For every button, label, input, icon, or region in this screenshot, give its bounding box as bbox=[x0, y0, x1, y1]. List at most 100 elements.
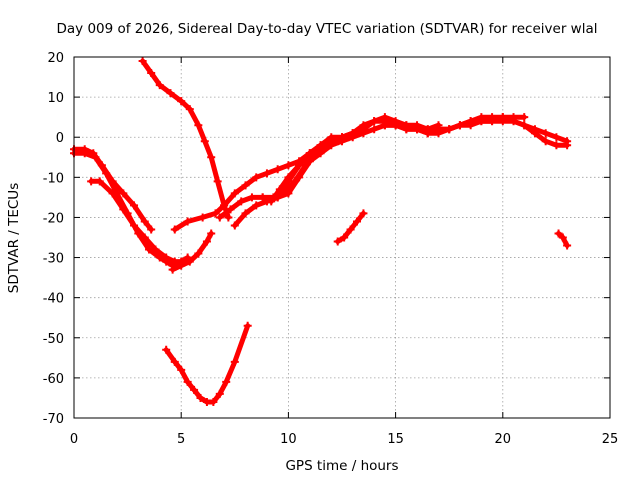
y-axis-label: SDTVAR / TECUs bbox=[6, 183, 22, 293]
data-point bbox=[198, 213, 207, 222]
series-arc-start-3 bbox=[87, 177, 192, 266]
data-point bbox=[162, 253, 171, 262]
data-point bbox=[80, 145, 89, 154]
data-point bbox=[196, 393, 205, 402]
data-point bbox=[541, 129, 550, 138]
series-arc-short-2 bbox=[554, 229, 572, 250]
data-point bbox=[209, 397, 218, 406]
data-point bbox=[170, 357, 179, 366]
data-point bbox=[226, 205, 235, 214]
data-point bbox=[241, 181, 250, 190]
series-arc-rise-2 bbox=[230, 117, 572, 230]
chart-title: Day 009 of 2026, Sidereal Day-to-day VTE… bbox=[57, 21, 598, 37]
data-point bbox=[194, 249, 203, 258]
series-arc-short-1 bbox=[333, 209, 368, 246]
x-tick-label: 15 bbox=[387, 432, 404, 447]
data-point bbox=[119, 189, 128, 198]
data-point bbox=[119, 205, 128, 214]
data-point bbox=[273, 165, 282, 174]
data-point bbox=[488, 113, 497, 122]
data-point bbox=[370, 125, 379, 134]
data-point bbox=[477, 113, 486, 122]
series-line bbox=[163, 323, 251, 405]
data-point bbox=[207, 229, 216, 238]
data-point bbox=[140, 217, 149, 226]
data-point bbox=[241, 209, 250, 218]
data-point bbox=[130, 221, 139, 230]
data-point bbox=[340, 233, 349, 242]
data-point bbox=[200, 137, 209, 146]
x-tick-label: 25 bbox=[602, 432, 619, 447]
data-point bbox=[333, 237, 342, 246]
data-point bbox=[237, 197, 246, 206]
data-point bbox=[230, 357, 239, 366]
series-arc-recover bbox=[168, 229, 216, 274]
data-point bbox=[215, 213, 224, 222]
data-point bbox=[563, 241, 572, 250]
data-point bbox=[327, 133, 336, 142]
data-point bbox=[230, 189, 239, 198]
y-tick-label: -60 bbox=[43, 372, 64, 387]
x-tick-label: 10 bbox=[280, 432, 297, 447]
data-point bbox=[252, 201, 261, 210]
data-point bbox=[359, 209, 368, 218]
y-tick-labels: -70 -60 -50 -40 -30 -20 -10 0 10 20 bbox=[43, 51, 64, 427]
data-point bbox=[162, 345, 171, 354]
data-point bbox=[455, 121, 464, 130]
data-point bbox=[558, 233, 567, 242]
y-tick-label: -10 bbox=[43, 171, 64, 186]
data-point bbox=[295, 161, 304, 170]
data-point bbox=[353, 217, 362, 226]
data-point bbox=[202, 237, 211, 246]
data-point bbox=[147, 69, 156, 78]
x-tick-labels: 0 5 10 15 20 25 bbox=[70, 432, 618, 447]
data-point bbox=[140, 233, 149, 242]
data-point bbox=[108, 189, 117, 198]
data-point bbox=[554, 229, 563, 238]
data-point bbox=[423, 125, 432, 134]
data-point bbox=[530, 125, 539, 134]
data-point bbox=[552, 141, 561, 150]
data-point bbox=[211, 209, 220, 218]
series-arc-descend bbox=[138, 57, 233, 222]
data-point bbox=[338, 133, 346, 142]
data-point bbox=[284, 161, 293, 170]
data-point bbox=[370, 117, 379, 126]
data-point bbox=[95, 177, 104, 186]
data-point bbox=[224, 213, 233, 222]
data-point bbox=[267, 197, 276, 206]
data-point bbox=[215, 389, 224, 398]
data-point bbox=[243, 321, 252, 330]
data-point bbox=[170, 225, 179, 234]
data-point bbox=[262, 169, 271, 178]
data-point bbox=[147, 225, 156, 234]
data-point bbox=[380, 121, 389, 130]
axis-ticks bbox=[73, 56, 611, 419]
data-point bbox=[97, 161, 106, 170]
y-tick-label: -40 bbox=[43, 292, 64, 307]
data-point bbox=[445, 125, 454, 134]
data-point bbox=[108, 177, 117, 186]
data-point bbox=[207, 153, 216, 162]
data-point bbox=[252, 173, 261, 182]
series-arc-dip bbox=[162, 321, 252, 406]
data-point bbox=[498, 113, 507, 122]
data-point bbox=[151, 245, 160, 254]
data-point bbox=[348, 129, 357, 138]
data-point bbox=[177, 261, 186, 270]
data-point bbox=[247, 193, 256, 202]
data-point bbox=[213, 177, 222, 186]
x-tick-label: 0 bbox=[70, 432, 78, 447]
data-point bbox=[391, 121, 400, 130]
data-point bbox=[166, 89, 175, 98]
y-tick-label: -50 bbox=[43, 332, 64, 347]
series-arc-plateau-2 bbox=[402, 113, 529, 134]
x-tick-label: 20 bbox=[495, 432, 512, 447]
data-point bbox=[466, 117, 475, 126]
data-point bbox=[168, 265, 177, 274]
data-point bbox=[183, 217, 192, 226]
series-line bbox=[232, 118, 570, 228]
data-point bbox=[316, 141, 325, 150]
data-point bbox=[258, 193, 267, 202]
